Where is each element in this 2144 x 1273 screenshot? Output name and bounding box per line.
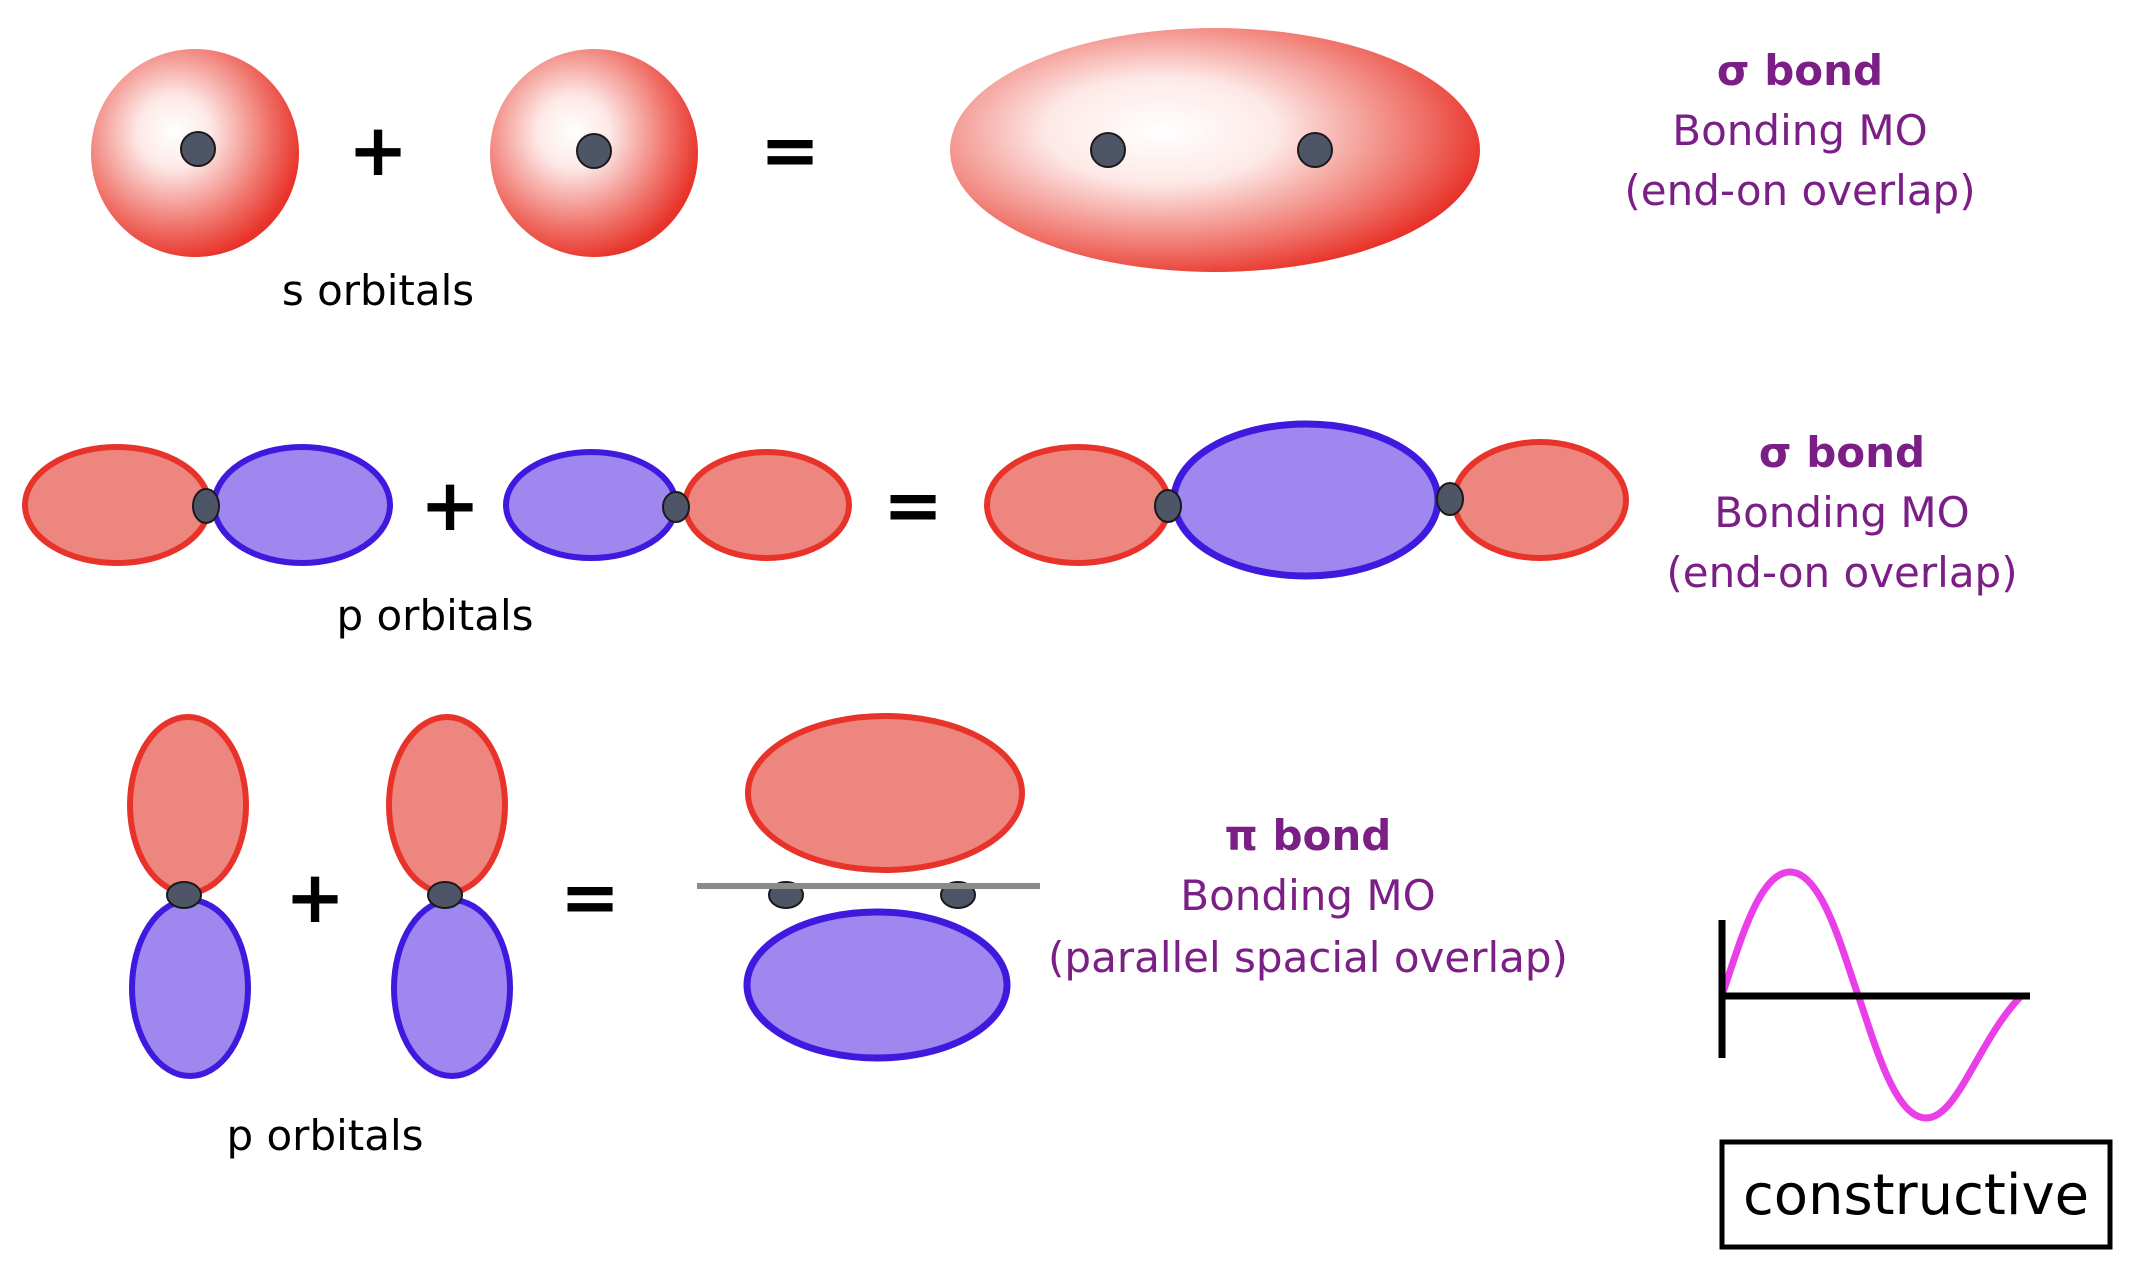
nucleus-dot: [427, 881, 463, 909]
plus-sign: +: [420, 463, 480, 547]
row-p-parallel-orbitals: + = p orbitals π bond Bonding MO (parall…: [127, 713, 1568, 1160]
pi-lobe-bottom: [743, 908, 1011, 1062]
p-orbital-left: [22, 444, 393, 566]
s-orbital-left: [91, 49, 299, 257]
pi-lobe-top: [745, 713, 1025, 873]
pi-bonding-mo: [697, 713, 1040, 1062]
p-orbital-vertical-right: [386, 714, 513, 1079]
p-lobe-red: [127, 714, 249, 896]
equals-sign: =: [760, 108, 820, 192]
equals-sign: =: [560, 855, 620, 939]
nucleus-dot: [180, 131, 216, 167]
bond-title: σ bond: [1759, 428, 1925, 477]
plus-sign: +: [348, 108, 408, 192]
p-lobe-red: [1451, 439, 1629, 561]
constructive-wave: constructive: [1718, 868, 2113, 1250]
p-orbital-right: [503, 449, 852, 561]
nucleus-dot: [166, 881, 202, 909]
nucleus-dot: [1090, 132, 1126, 168]
row-s-orbitals: + = s orbitals σ bond Bonding MO (end-on…: [91, 28, 1976, 315]
p-lobe-red: [984, 444, 1172, 566]
bond-type: Bonding MO: [1714, 488, 1969, 537]
p-lobe-blue: [391, 897, 513, 1079]
nucleus-dot: [1436, 482, 1464, 516]
sigma-mo-center-lobe: [1170, 420, 1442, 580]
p-orbitals-caption: p orbitals: [226, 1111, 423, 1160]
equals-sign: =: [883, 463, 943, 547]
p-lobe-red: [22, 444, 212, 566]
p-lobe-red: [386, 714, 508, 896]
p-lobe-blue: [503, 449, 679, 561]
sigma-bond-label-2: σ bond Bonding MO (end-on overlap): [1666, 428, 2017, 597]
nucleus-dot: [662, 491, 690, 523]
s-orbitals-caption: s orbitals: [282, 266, 474, 315]
bond-title: π bond: [1225, 811, 1392, 860]
sigma-mo-ellipse: [950, 28, 1480, 272]
nucleus-dot: [1297, 132, 1333, 168]
bond-title: σ bond: [1717, 46, 1883, 95]
sigma-bond-label-1: σ bond Bonding MO (end-on overlap): [1624, 46, 1975, 215]
sigma-p-bonding-mo: [984, 420, 1629, 580]
s-orbital-right: [490, 49, 698, 257]
nucleus-dot: [1154, 489, 1182, 523]
p-lobe-blue: [129, 897, 251, 1079]
row-p-axial-orbitals: + = p orbitals σ bond Bonding MO (end-on…: [22, 420, 2018, 640]
bond-overlap: (end-on overlap): [1624, 166, 1975, 215]
bond-type: Bonding MO: [1672, 106, 1927, 155]
p-orbitals-caption: p orbitals: [336, 591, 533, 640]
plus-sign: +: [285, 855, 345, 939]
p-lobe-blue: [211, 444, 393, 566]
constructive-label-box: [1719, 1139, 2113, 1250]
nucleus-dot: [192, 488, 220, 524]
bond-overlap: (parallel spacial overlap): [1048, 933, 1568, 982]
p-orbital-vertical-left: [127, 714, 251, 1079]
sigma-s-bonding-mo: [950, 28, 1480, 272]
bond-type: Bonding MO: [1180, 871, 1435, 920]
pi-bond-label: π bond Bonding MO (parallel spacial over…: [1048, 811, 1568, 982]
nucleus-dot: [576, 133, 612, 169]
p-lobe-red: [682, 449, 852, 561]
bond-overlap: (end-on overlap): [1666, 548, 2017, 597]
constructive-label: constructive: [1743, 1163, 2089, 1228]
